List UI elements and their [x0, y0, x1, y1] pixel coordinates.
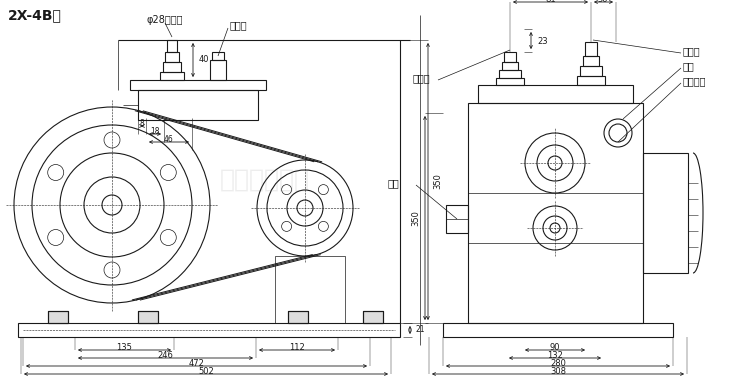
Text: 气锁: 气锁	[388, 178, 400, 188]
Bar	[288, 311, 308, 323]
Bar	[446, 205, 468, 233]
Bar	[138, 90, 258, 120]
Text: 280: 280	[550, 358, 566, 367]
Text: 21: 21	[415, 326, 424, 335]
Bar	[138, 311, 158, 323]
Text: 放油螺塞: 放油螺塞	[683, 76, 706, 86]
Bar	[643, 153, 688, 273]
Bar	[165, 52, 179, 62]
Bar	[496, 78, 524, 85]
Bar	[48, 311, 68, 323]
Text: 81: 81	[545, 0, 556, 4]
Bar	[443, 323, 673, 337]
Text: 502: 502	[198, 367, 214, 376]
Bar	[502, 62, 518, 70]
Bar	[499, 70, 521, 78]
Bar	[583, 56, 599, 66]
Text: 46: 46	[164, 135, 174, 144]
Bar	[18, 323, 400, 337]
Bar	[580, 66, 602, 76]
Bar	[504, 52, 516, 62]
Text: 135: 135	[116, 342, 133, 351]
Text: 进气嘴: 进气嘴	[683, 46, 700, 56]
Text: 排气嘴: 排气嘴	[413, 73, 430, 83]
Text: 90: 90	[550, 342, 560, 351]
Text: φ28进气嘴: φ28进气嘴	[147, 15, 183, 25]
Text: 18: 18	[150, 126, 160, 135]
Text: 23: 23	[537, 37, 548, 46]
Text: 50: 50	[598, 0, 608, 4]
Text: 132: 132	[547, 351, 563, 360]
Text: 350: 350	[411, 210, 420, 226]
Text: 2X-4B型: 2X-4B型	[8, 8, 62, 22]
Bar	[130, 80, 266, 90]
Bar	[478, 85, 633, 103]
Text: 308: 308	[550, 367, 566, 376]
Bar	[212, 52, 224, 60]
Bar	[138, 311, 158, 323]
Text: 40: 40	[199, 55, 209, 64]
Text: 永嘉龙洋泵业: 永嘉龙洋泵业	[220, 168, 310, 192]
Bar	[210, 60, 226, 80]
Bar	[163, 62, 181, 72]
Bar	[468, 103, 643, 323]
Bar	[577, 76, 605, 85]
Text: 472: 472	[188, 358, 205, 367]
Bar	[363, 311, 383, 323]
Bar	[363, 311, 383, 323]
Text: 油窗: 油窗	[683, 61, 694, 71]
Bar	[288, 311, 308, 323]
Text: 246: 246	[158, 351, 173, 360]
Text: 8: 8	[140, 119, 144, 128]
Bar	[160, 72, 184, 80]
Text: 350: 350	[433, 174, 442, 190]
Text: 112: 112	[290, 342, 304, 351]
Bar	[167, 40, 177, 52]
Bar	[585, 42, 597, 56]
Bar	[48, 311, 68, 323]
Bar	[275, 256, 345, 323]
Text: 排气嘴: 排气嘴	[230, 20, 248, 30]
